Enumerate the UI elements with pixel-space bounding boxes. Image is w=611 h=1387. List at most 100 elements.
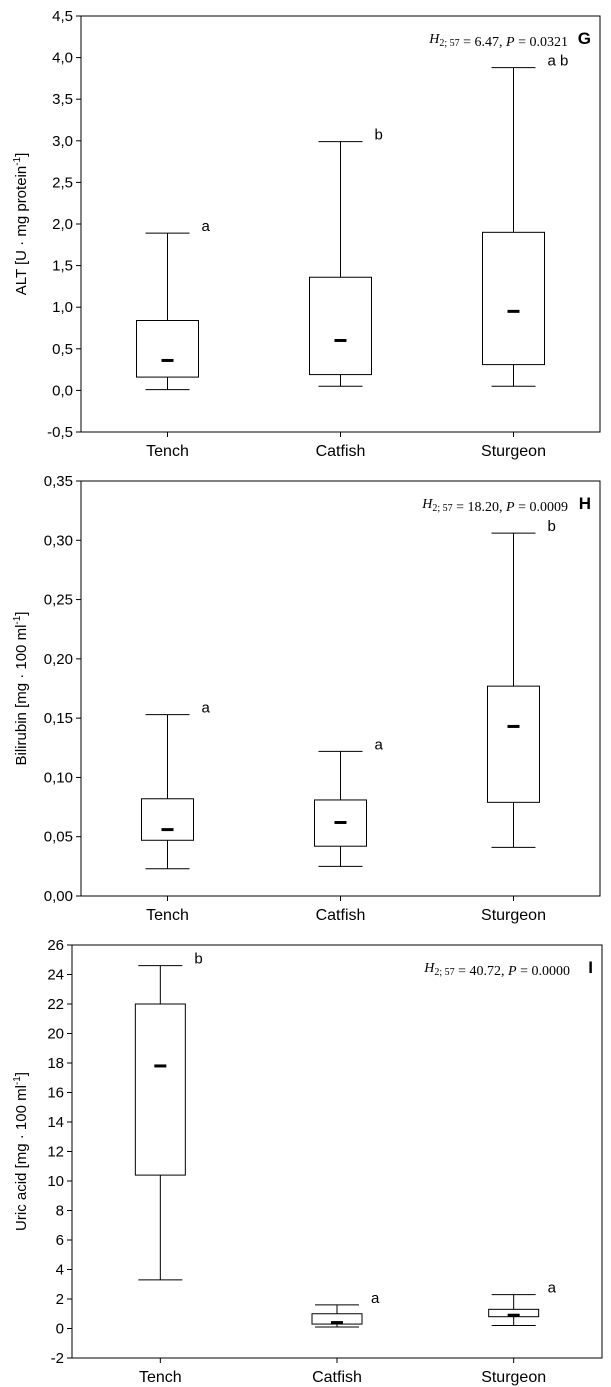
y-tick-label: 18 (47, 1055, 64, 1072)
significance-letter: a (371, 1290, 380, 1307)
iqr-box (136, 320, 199, 378)
y-tick-label: 4 (56, 1262, 64, 1279)
y-tick-label: 1,0 (52, 299, 73, 316)
y-tick-label: 0 (56, 1321, 64, 1338)
iqr-box (482, 231, 545, 366)
stat-annotation-part: = 0.0321 (515, 35, 568, 50)
y-tick-label: 4,5 (52, 8, 73, 25)
y-tick-label: 20 (47, 1026, 64, 1043)
y-tick-label: 0,35 (44, 473, 73, 490)
y-tick-label: -0,5 (47, 424, 73, 441)
stat-annotation-part: 2; 57 (434, 967, 454, 978)
iqr-box (134, 1003, 186, 1176)
y-tick-label: 10 (47, 1173, 64, 1190)
stat-annotation: H2; 57 = 18.20, P = 0.0009 (421, 497, 568, 515)
box-sturgeon: b Sturgeon (481, 518, 556, 924)
y-axis-label-part: ] (13, 612, 30, 616)
x-category-label: Sturgeon (481, 907, 546, 924)
x-category-label: Catfish (316, 907, 366, 924)
x-category-label: Catfish (312, 1369, 362, 1386)
y-tick-label: 16 (47, 1085, 64, 1102)
iqr-box (487, 685, 540, 803)
y-tick-label: 26 (47, 937, 64, 954)
y-tick-label: -2 (51, 1350, 64, 1367)
stat-annotation-part: H (423, 961, 435, 976)
stat-annotation-part: H (421, 497, 433, 512)
y-tick-label: 0,0 (52, 382, 73, 399)
x-category-label: Catfish (316, 443, 366, 460)
y-tick-label: 6 (56, 1232, 64, 1249)
box-sturgeon: a b Sturgeon (481, 53, 568, 460)
panel-letter: G (578, 29, 591, 48)
stat-annotation-part: P (505, 35, 515, 50)
y-tick-label: 14 (47, 1114, 64, 1131)
box-sturgeon: a Sturgeon (481, 1280, 556, 1386)
y-tick-label: 0,10 (44, 769, 73, 786)
stat-annotation-part: = 40.72, (455, 964, 508, 979)
stat-annotation: H2; 57 = 6.47, P = 0.0321 (428, 32, 568, 50)
box-catfish: a Catfish (314, 736, 384, 924)
stat-annotation-part: H (428, 32, 440, 47)
y-tick-label: 0,5 (52, 341, 73, 358)
box-tench: b Tench (134, 951, 203, 1386)
y-axis-label-part: ALT [U · mg protein (13, 166, 30, 296)
y-tick-label: 22 (47, 996, 64, 1013)
significance-letter: a (375, 736, 384, 753)
y-tick-label: 0,15 (44, 710, 73, 727)
y-axis-label: Bilirubin [mg · 100 ml-1] (12, 612, 30, 766)
iqr-box (309, 276, 372, 376)
stat-annotation: H2; 57 = 40.72, P = 0.0000 (423, 961, 570, 979)
iqr-box (141, 798, 194, 841)
y-tick-label: 2 (56, 1291, 64, 1308)
y-axis-label-part: ] (13, 153, 30, 157)
y-axis-label-part: Uric acid [mg · 100 ml (13, 1085, 30, 1231)
stat-annotation-part: 2; 57 (439, 38, 459, 49)
significance-letter: b (194, 951, 202, 968)
y-tick-label: 3,5 (52, 91, 73, 108)
chart-panel-g: -0,5 0,0 0,5 1,0 1,5 2,0 2,5 3,0 3,5 4,0 4,5 ALT [U… (12, 8, 601, 460)
significance-letter: a (202, 700, 211, 717)
y-tick-label: 8 (56, 1203, 64, 1220)
y-tick-label: 4,0 (52, 50, 73, 67)
box-catfish: a Catfish (311, 1290, 380, 1386)
y-axis-label: ALT [U · mg protein-1] (12, 153, 30, 296)
y-tick-label: 12 (47, 1144, 64, 1161)
panel-letter: I (588, 958, 593, 977)
panel-letter: H (579, 494, 591, 513)
x-category-label: Tench (146, 907, 189, 924)
box-tench: a Tench (141, 700, 211, 924)
y-tick-label: 2,0 (52, 216, 73, 233)
box-catfish: b Catfish (309, 127, 383, 460)
y-tick-label: 3,0 (52, 133, 73, 150)
stat-annotation-part: = 18.20, (453, 500, 506, 515)
y-axis-label-part: Bilirubin [mg · 100 ml (13, 625, 30, 766)
significance-letter: b (548, 518, 556, 535)
y-axis-label-part: -1 (12, 615, 23, 624)
stat-annotation-part: P (507, 964, 517, 979)
x-category-label: Tench (139, 1369, 182, 1386)
y-axis-label: Uric acid [mg · 100 ml-1] (12, 1072, 30, 1231)
stat-annotation-part: P (505, 500, 515, 515)
y-axis-label-part: ] (13, 1072, 30, 1076)
y-tick-label: 1,5 (52, 258, 73, 275)
y-tick-label: 24 (47, 967, 64, 984)
y-tick-label: 2,5 (52, 174, 73, 191)
y-axis-label-part: -1 (12, 156, 23, 165)
y-tick-label: 0,30 (44, 532, 73, 549)
y-axis-label-part: -1 (12, 1076, 23, 1085)
y-tick-label: 0,05 (44, 829, 73, 846)
chart-panel-h: 0,00 0,05 0,10 0,15 0,20 0,25 0,30 0,35 Bilirubi… (12, 473, 601, 924)
significance-letter: a b (548, 53, 569, 70)
significance-letter: b (375, 127, 383, 144)
significance-letter: a (548, 1280, 557, 1297)
x-category-label: Sturgeon (481, 1369, 546, 1386)
significance-letter: a (202, 218, 211, 235)
stat-annotation-part: = 0.0009 (515, 500, 568, 515)
y-tick-label: 0,20 (44, 651, 73, 668)
stat-annotation-part: = 6.47, (460, 35, 506, 50)
y-tick-label: 0,25 (44, 592, 73, 609)
stat-annotation-part: = 0.0000 (517, 964, 570, 979)
